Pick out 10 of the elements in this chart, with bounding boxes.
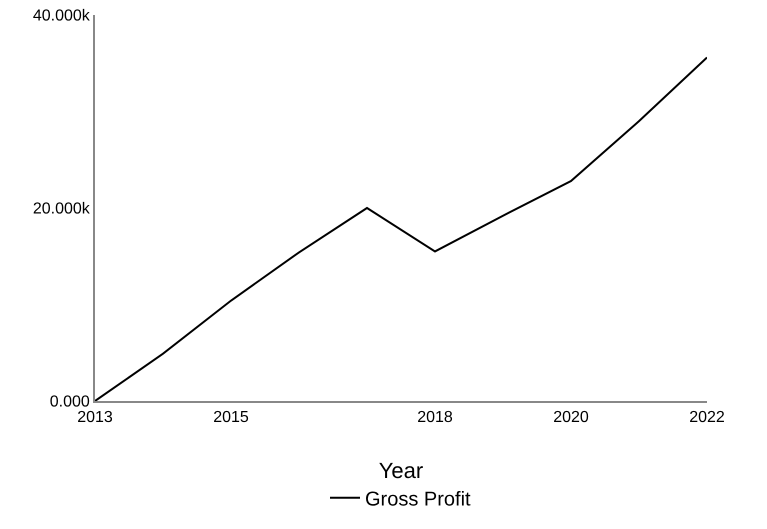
legend-label: Gross Profit	[365, 488, 472, 510]
x-tick-label: 2022	[689, 409, 725, 426]
x-tick-label: 2013	[77, 409, 113, 426]
x-tick-label: 2015	[213, 409, 249, 426]
y-tick-label: 20.000k	[32, 200, 91, 218]
x-tick-label: 2018	[417, 409, 453, 426]
y-tick-label: 40.000k	[32, 8, 91, 25]
x-axis-title: Year	[378, 458, 424, 483]
y-tick-label: 0.000	[50, 394, 90, 411]
x-tick-label: 2020	[553, 409, 589, 426]
